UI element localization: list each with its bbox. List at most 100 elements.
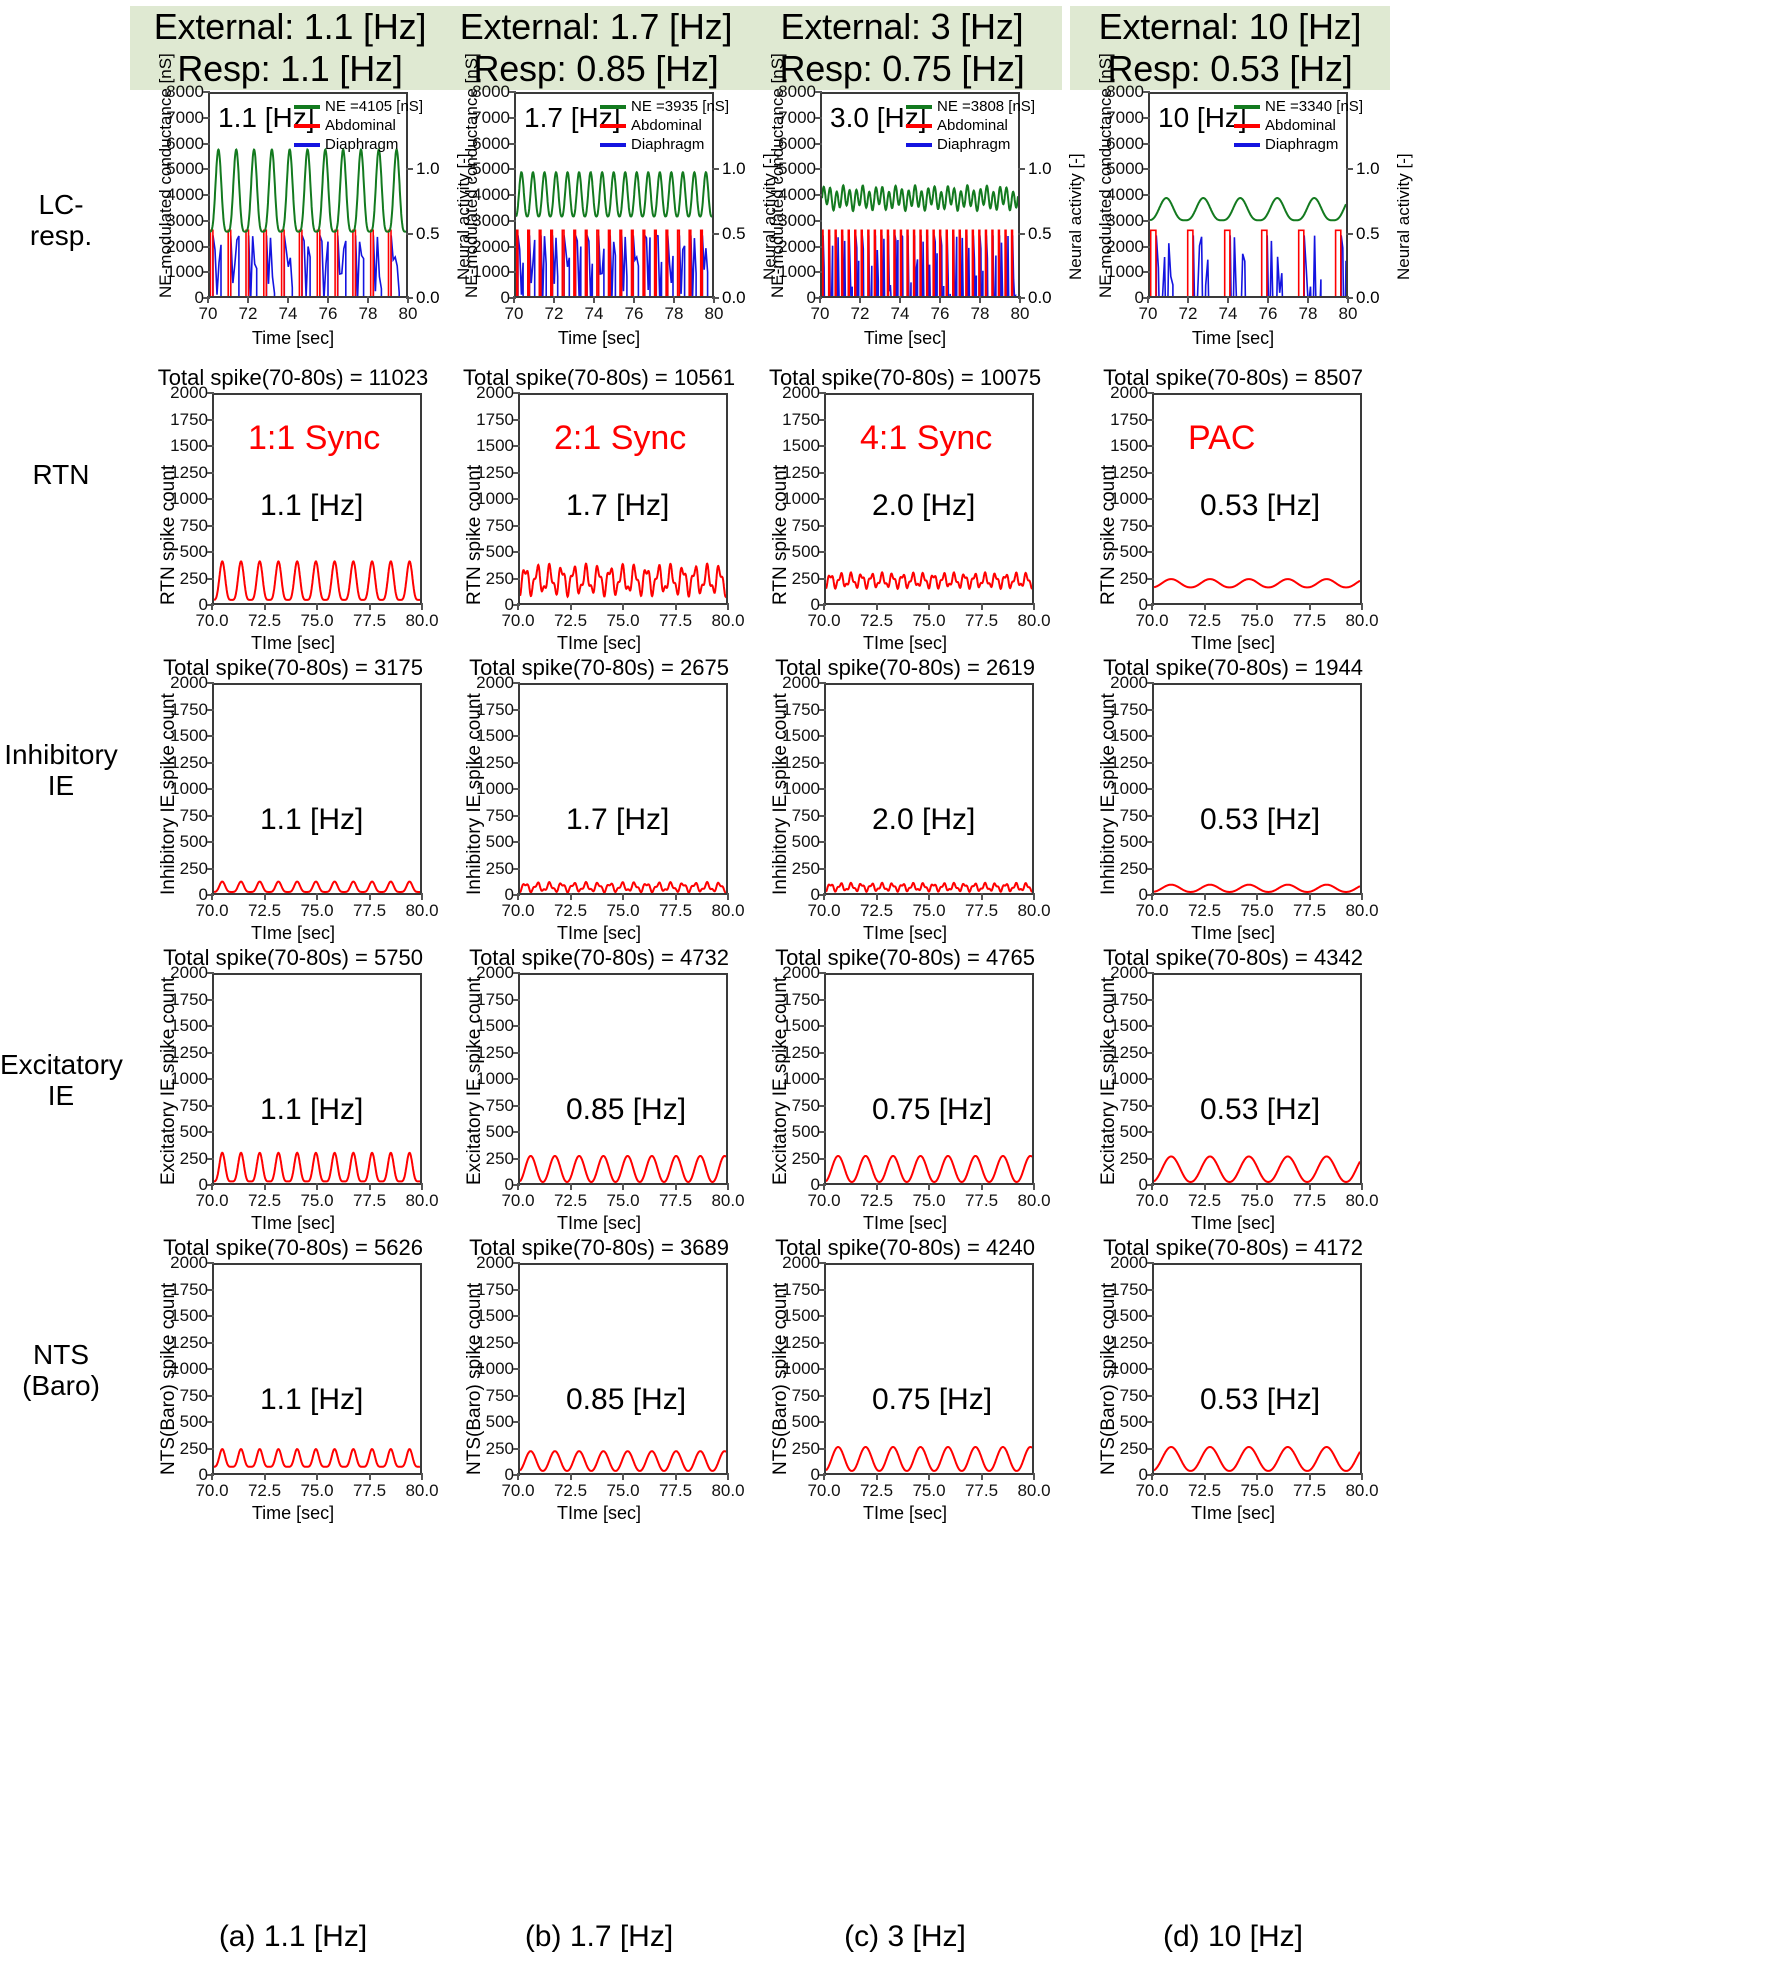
x-tick-label: 70.0 xyxy=(807,1191,841,1210)
y-tick-mark xyxy=(513,708,520,711)
row-label-exc: Excitatory IE xyxy=(0,1049,123,1112)
panel-nts-a: Total spike(70-80s) = 5626 0 250 500 750 1000… xyxy=(140,1235,446,1525)
x-tick-mark xyxy=(569,603,572,610)
x-tick-label: 75.0 xyxy=(606,1191,640,1210)
legend-lc-c: NE =3808 [nS] Abdominal Diaphragm xyxy=(906,98,1035,154)
x-tick-mark xyxy=(1308,603,1311,610)
y-tick-mark xyxy=(819,1341,826,1344)
y-tick-mark xyxy=(1147,1288,1154,1291)
subfigure-caption-b: (b) 1.7 [Hz] xyxy=(524,1920,674,1953)
spike-trace-nts-b xyxy=(520,1450,726,1472)
y-tick-label: 1750 xyxy=(782,989,820,1009)
x-tick-label: 70.0 xyxy=(1135,1481,1169,1500)
y-tick-label: 1250 xyxy=(476,462,514,482)
x-tick-label: 80.0 xyxy=(405,1191,439,1210)
y-tick-mark xyxy=(207,1288,214,1291)
y-tick-mark xyxy=(207,735,214,737)
x-tick-label: 77.5 xyxy=(658,1481,693,1500)
y-tick-label: 1750 xyxy=(476,1279,514,1299)
y-tick-mark xyxy=(207,392,214,394)
y-tick-label: 5000 xyxy=(1106,159,1144,179)
plot-area-exc-a xyxy=(212,973,422,1185)
y-tick-label: 0 xyxy=(1138,1175,1148,1194)
y-tick-mark xyxy=(513,471,520,474)
x-tick-mark xyxy=(263,1473,266,1480)
y-tick-mark xyxy=(1143,116,1150,119)
y-tick-mark xyxy=(513,998,520,1001)
x-axis-label-inh-d: TIme [sec] xyxy=(1190,923,1275,943)
y-tick-mark xyxy=(513,761,520,764)
x-tick-label: 70.0 xyxy=(195,611,229,630)
x-tick-label: 70 xyxy=(198,304,218,323)
y-tick-mark xyxy=(203,168,210,171)
y-tick-mark xyxy=(819,392,826,394)
spike-trace-rtn-a xyxy=(214,560,420,601)
y-tick-mark xyxy=(815,142,822,145)
panel-rtn-b: Total spike(70-80s) = 10561 0 250 500 750 100… xyxy=(446,365,752,655)
y-axis-label-inh-b: Inhibitory IE spike count xyxy=(464,693,485,895)
legend-item: NE =3935 [nS] xyxy=(600,98,729,117)
y-tick-label: 2000 xyxy=(476,963,514,982)
y-tick-mark xyxy=(513,841,520,843)
y-tick-label: 500 xyxy=(791,832,820,851)
y-tick-mark xyxy=(1147,682,1154,684)
y-tick-mark xyxy=(819,1025,826,1027)
x-tick-label: 80.0 xyxy=(711,1481,745,1500)
x-tick-label: 77.5 xyxy=(964,611,999,630)
y-tick-mark xyxy=(819,682,826,684)
legend-swatch-green xyxy=(294,105,320,110)
panel-title-nts-a: Total spike(70-80s) = 5626 xyxy=(163,1235,423,1260)
y-tick-label: 1750 xyxy=(1110,1279,1148,1299)
y-tick-label: 500 xyxy=(791,542,820,561)
y-tick-label: 7000 xyxy=(778,107,816,127)
y-tick-mark xyxy=(509,142,516,145)
y2-tick-mark xyxy=(1018,232,1025,235)
y-tick-label: 5000 xyxy=(166,159,204,179)
y-tick-label: 250 xyxy=(485,1148,514,1168)
x-tick-mark xyxy=(421,1183,423,1190)
legend-item: NE =3808 [nS] xyxy=(906,98,1035,117)
y2-tick-mark xyxy=(1346,168,1353,171)
y-tick-label: 500 xyxy=(485,1412,514,1431)
y-tick-label: 5000 xyxy=(778,159,816,179)
x-tick-label: 75.0 xyxy=(606,901,640,920)
panel-title-nts-c: Total spike(70-80s) = 4240 xyxy=(775,1235,1035,1260)
y-tick-label: 7000 xyxy=(166,107,204,127)
y-tick-label: 0 xyxy=(194,288,204,307)
y-tick-label: 0 xyxy=(1138,595,1148,614)
y-tick-label: 250 xyxy=(179,1438,208,1458)
legend-lc-a: NE =4105 [nS] Abdominal Diaphragm xyxy=(294,98,423,154)
x-tick-mark xyxy=(593,296,595,303)
y-tick-mark xyxy=(815,116,822,119)
x-tick-mark xyxy=(553,296,555,303)
y-tick-mark xyxy=(1143,91,1150,93)
x-tick-mark xyxy=(263,893,266,900)
sync-annotation-rtn-a: 1:1 Sync xyxy=(248,419,381,457)
x-axis-label-inh-b: TIme [sec] xyxy=(556,923,641,943)
x-tick-label: 78 xyxy=(358,304,378,323)
y-tick-mark xyxy=(815,271,822,274)
freq-annotation-inh-d: 0.53 [Hz] xyxy=(1200,803,1321,836)
x-tick-mark xyxy=(939,296,941,303)
x-tick-label: 77.5 xyxy=(352,611,387,630)
y-tick-label: 250 xyxy=(485,858,514,878)
y-tick-mark xyxy=(513,1421,520,1423)
y-tick-mark xyxy=(819,418,826,421)
x-tick-label: 72.5 xyxy=(859,611,894,630)
banner-external-line: External: 1.7 [Hz] xyxy=(459,5,733,47)
y-tick-mark xyxy=(1147,708,1154,711)
y-tick-mark xyxy=(819,445,826,447)
y-tick-label: 1250 xyxy=(782,752,820,772)
x-tick-label: 77.5 xyxy=(352,1481,387,1500)
y-tick-mark xyxy=(815,245,822,248)
x-tick-mark xyxy=(368,1473,371,1480)
y-tick-label: 1500 xyxy=(170,436,208,455)
y-tick-label: 1000 xyxy=(476,779,514,798)
y-tick-mark xyxy=(1147,1104,1154,1107)
y-tick-label: 0 xyxy=(810,885,820,904)
banner-external-line: External: 3 [Hz] xyxy=(780,5,1024,47)
y-tick-label: 4000 xyxy=(472,185,510,204)
y-axis-label-nts-b: NTS(Baro) spike count xyxy=(464,1282,485,1475)
legend-item: NE =4105 [nS] xyxy=(294,98,423,117)
y-tick-mark xyxy=(1147,1078,1154,1080)
